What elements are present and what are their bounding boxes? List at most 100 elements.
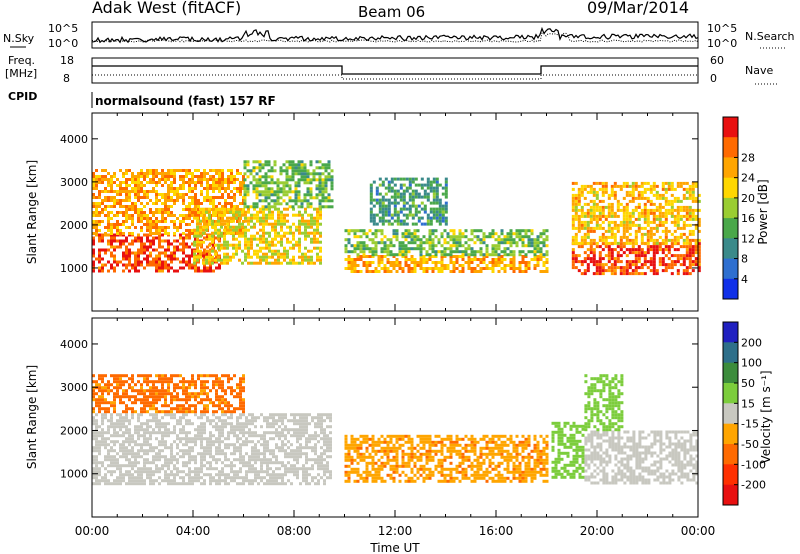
power-cell bbox=[122, 263, 125, 267]
power-cell bbox=[479, 261, 483, 264]
power-cell bbox=[197, 269, 200, 273]
power-cell bbox=[310, 231, 313, 235]
power-cell bbox=[595, 208, 599, 212]
power-cell bbox=[473, 267, 477, 270]
power-cell bbox=[232, 231, 235, 235]
velocity-cell bbox=[122, 416, 125, 420]
power-cell bbox=[140, 190, 143, 193]
power-cell bbox=[131, 187, 134, 190]
velocity-cell bbox=[158, 476, 161, 480]
power-cell bbox=[316, 231, 319, 235]
velocity-cell bbox=[101, 464, 104, 468]
power-cell bbox=[509, 229, 513, 233]
power-cell bbox=[595, 190, 599, 194]
velocity-cell bbox=[209, 461, 212, 465]
power-cell bbox=[304, 210, 307, 214]
velocity-cell bbox=[305, 440, 308, 444]
power-cell bbox=[362, 241, 366, 245]
power-cell bbox=[191, 242, 194, 246]
power-cell bbox=[155, 184, 158, 187]
power-cell bbox=[435, 192, 439, 196]
power-cell bbox=[191, 196, 194, 199]
power-cell bbox=[229, 243, 232, 247]
power-cell bbox=[622, 181, 626, 185]
power-cell bbox=[461, 258, 465, 261]
power-cell bbox=[387, 186, 391, 190]
colorbar-tick-label: 12 bbox=[741, 232, 755, 245]
power-cell bbox=[449, 229, 453, 233]
velocity-cell bbox=[149, 449, 152, 453]
velocity-cell bbox=[152, 479, 155, 483]
power-cell bbox=[601, 208, 605, 212]
power-cell bbox=[643, 241, 647, 245]
velocity-cell bbox=[230, 428, 233, 432]
power-cell bbox=[601, 238, 605, 242]
power-cell bbox=[381, 204, 385, 208]
power-cell bbox=[182, 257, 185, 261]
power-cell bbox=[188, 187, 191, 190]
power-cell bbox=[479, 267, 483, 270]
power-cell bbox=[125, 199, 128, 202]
velocity-cell bbox=[296, 440, 299, 444]
power-cell bbox=[277, 258, 280, 262]
power-cell bbox=[527, 267, 531, 270]
power-cell bbox=[200, 190, 203, 193]
power-cell bbox=[497, 258, 501, 261]
power-cell bbox=[205, 225, 208, 229]
power-cell bbox=[161, 260, 164, 264]
velocity-cell bbox=[116, 413, 119, 417]
power-cell bbox=[691, 211, 695, 215]
power-cell bbox=[209, 175, 212, 178]
power-cell bbox=[536, 258, 540, 261]
power-cell bbox=[246, 175, 250, 179]
velocity-cell bbox=[203, 449, 206, 453]
velocity-cell bbox=[260, 479, 263, 483]
power-cell bbox=[146, 229, 149, 232]
power-cell bbox=[297, 166, 301, 170]
power-cell bbox=[324, 184, 328, 188]
power-cell bbox=[242, 181, 245, 184]
power-cell bbox=[378, 219, 382, 223]
power-cell bbox=[92, 178, 95, 181]
power-cell bbox=[170, 266, 173, 270]
power-cell bbox=[411, 189, 415, 193]
velocity-cell bbox=[239, 461, 242, 465]
velocity-cell bbox=[302, 479, 305, 483]
power-cell bbox=[411, 198, 415, 202]
velocity-cell bbox=[311, 479, 314, 483]
power-cell bbox=[249, 181, 253, 185]
power-cell bbox=[110, 266, 113, 270]
power-cell bbox=[268, 207, 271, 211]
velocity-cell bbox=[320, 419, 323, 423]
power-cell bbox=[601, 193, 605, 197]
power-cell bbox=[491, 267, 495, 270]
velocity-cell bbox=[104, 383, 107, 387]
velocity-cell bbox=[95, 479, 98, 483]
velocity-cell bbox=[146, 437, 149, 441]
power-cell bbox=[404, 232, 408, 236]
velocity-cell bbox=[227, 416, 230, 420]
velocity-cell bbox=[230, 416, 233, 420]
y-tick-label: 3000 bbox=[60, 176, 88, 189]
velocity-cell bbox=[299, 443, 302, 447]
power-cell bbox=[402, 207, 406, 211]
power-cell bbox=[574, 181, 578, 185]
velocity-cell bbox=[284, 437, 287, 441]
power-cell bbox=[589, 199, 593, 203]
power-cell bbox=[282, 163, 286, 167]
power-cell bbox=[589, 190, 593, 194]
velocity-cell bbox=[272, 449, 275, 453]
power-cell bbox=[250, 213, 253, 217]
velocity-cell bbox=[200, 443, 203, 447]
power-cell bbox=[637, 257, 641, 261]
power-cell bbox=[533, 253, 537, 257]
power-cell bbox=[265, 252, 268, 256]
velocity-cell bbox=[143, 440, 146, 444]
power-cell bbox=[631, 187, 635, 191]
power-cell bbox=[167, 184, 170, 187]
power-cell bbox=[571, 251, 575, 255]
power-cell bbox=[107, 199, 110, 202]
power-cell bbox=[224, 181, 227, 184]
velocity-cell bbox=[317, 467, 320, 471]
power-cell bbox=[362, 250, 366, 254]
